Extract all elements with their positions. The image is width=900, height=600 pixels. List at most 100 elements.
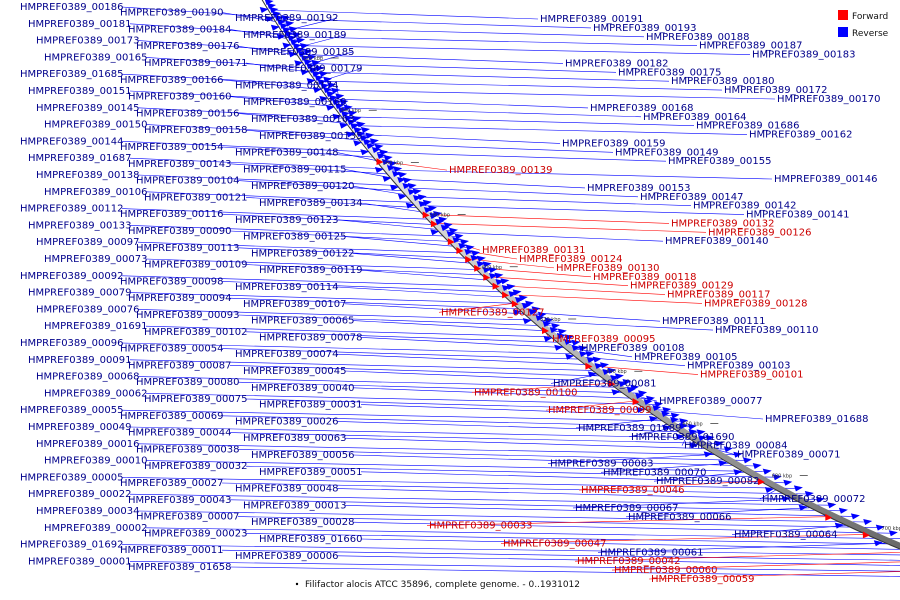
gene-label[interactable]: HMPREF0389_00160: [128, 92, 231, 103]
gene-label[interactable]: HMPREF0389_01660: [259, 534, 362, 545]
gene-label[interactable]: HMPREF0389_00022: [28, 489, 131, 500]
gene-label[interactable]: HMPREF0389_00114: [235, 282, 338, 293]
gene-label[interactable]: HMPREF0389_00125: [243, 232, 346, 243]
gene-label[interactable]: HMPREF0389_00141: [746, 210, 849, 221]
gene-label[interactable]: HMPREF0389_00069: [120, 411, 223, 422]
gene-label[interactable]: HMPREF0389_00163: [251, 114, 354, 125]
gene-label[interactable]: HMPREF0389_00090: [128, 226, 231, 237]
gene-label[interactable]: HMPREF0389_00108: [581, 343, 684, 354]
gene-label[interactable]: HMPREF0389_00184: [128, 24, 231, 35]
gene-label[interactable]: HMPREF0389_00112: [20, 204, 123, 215]
gene-label[interactable]: HMPREF0389_00093: [136, 310, 239, 321]
gene-label[interactable]: HMPREF0389_00011: [120, 545, 223, 556]
gene-label[interactable]: HMPREF0389_00103: [687, 361, 790, 372]
gene-label[interactable]: HMPREF0389_00138: [36, 170, 139, 181]
gene-label[interactable]: HMPREF0389_00064: [734, 530, 837, 541]
gene-label[interactable]: HMPREF0389_01689: [578, 423, 681, 434]
gene-label[interactable]: HMPREF0389_00107: [243, 299, 346, 310]
gene-label[interactable]: HMPREF0389_00189: [243, 30, 346, 41]
gene-label[interactable]: HMPREF0389_00027: [120, 478, 223, 489]
gene-label[interactable]: HMPREF0389_00174: [235, 80, 338, 91]
gene-label[interactable]: HMPREF0389_00132: [671, 218, 774, 229]
gene-label[interactable]: HMPREF0389_00147: [640, 192, 743, 203]
gene-label[interactable]: HMPREF0389_00101: [700, 370, 803, 381]
gene-label[interactable]: HMPREF0389_00056: [251, 450, 354, 461]
gene-label[interactable]: HMPREF0389_00188: [646, 32, 749, 43]
gene-label[interactable]: HMPREF0389_00186: [20, 2, 123, 13]
gene-label[interactable]: HMPREF0389_00006: [235, 551, 338, 562]
gene-label[interactable]: HMPREF0389_00175: [618, 67, 721, 78]
gene-label[interactable]: HMPREF0389_00105: [634, 352, 737, 363]
gene-label[interactable]: HMPREF0389_01687: [28, 153, 131, 164]
gene-label[interactable]: HMPREF0389_00028: [251, 517, 354, 528]
gene-label[interactable]: HMPREF0389_01691: [44, 321, 147, 332]
gene-label[interactable]: HMPREF0389_00127: [441, 307, 544, 318]
gene-label[interactable]: HMPREF0389_00115: [243, 164, 346, 175]
gene-label[interactable]: HMPREF0389_00055: [20, 405, 123, 416]
gene-label[interactable]: HMPREF0389_00155: [668, 156, 771, 167]
gene-label[interactable]: HMPREF0389_00098: [120, 276, 223, 287]
gene-label[interactable]: HMPREF0389_00116: [120, 209, 223, 220]
gene-label[interactable]: HMPREF0389_00066: [628, 512, 731, 523]
gene-label[interactable]: HMPREF0389_00043: [128, 495, 231, 506]
gene-label[interactable]: HMPREF0389_00034: [36, 506, 139, 517]
gene-label[interactable]: HMPREF0389_00168: [590, 103, 693, 114]
gene-label[interactable]: HMPREF0389_00134: [259, 198, 362, 209]
gene-label[interactable]: HMPREF0389_00104: [136, 176, 239, 187]
gene-label[interactable]: HMPREF0389_01688: [765, 414, 868, 425]
gene-label[interactable]: HMPREF0389_00149: [615, 147, 718, 158]
gene-label[interactable]: HMPREF0389_00087: [128, 360, 231, 371]
gene-label[interactable]: HMPREF0389_00023: [144, 528, 247, 539]
gene-label[interactable]: HMPREF0389_00170: [777, 94, 880, 105]
gene-label[interactable]: HMPREF0389_00073: [44, 254, 147, 265]
gene-label[interactable]: HMPREF0389_00005: [20, 472, 123, 483]
gene-label[interactable]: HMPREF0389_00097: [36, 237, 139, 248]
gene-label[interactable]: HMPREF0389_00128: [704, 298, 807, 309]
gene-label[interactable]: HMPREF0389_00133: [28, 220, 131, 231]
gene-label[interactable]: HMPREF0389_00164: [643, 112, 746, 123]
gene-label[interactable]: HMPREF0389_00001: [28, 556, 131, 567]
gene-label[interactable]: HMPREF0389_00013: [243, 500, 346, 511]
gene-label[interactable]: HMPREF0389_00118: [593, 272, 696, 283]
gene-label[interactable]: HMPREF0389_00129: [630, 281, 733, 292]
gene-label[interactable]: HMPREF0389_00179: [259, 64, 362, 75]
gene-label[interactable]: HMPREF0389_00191: [540, 14, 643, 25]
gene-label[interactable]: HMPREF0389_00002: [44, 523, 147, 534]
gene-label[interactable]: HMPREF0389_00091: [28, 355, 131, 366]
gene-label[interactable]: HMPREF0389_00148: [235, 148, 338, 159]
gene-label[interactable]: HMPREF0389_00146: [774, 174, 877, 185]
gene-label[interactable]: HMPREF0389_00117: [667, 290, 770, 301]
gene-label[interactable]: HMPREF0389_00126: [708, 227, 811, 238]
gene-label[interactable]: HMPREF0389_00038: [136, 444, 239, 455]
gene-label[interactable]: HMPREF0389_00187: [699, 41, 802, 52]
gene-label[interactable]: HMPREF0389_00047: [503, 538, 606, 549]
gene-label[interactable]: HMPREF0389_00142: [693, 201, 796, 212]
gene-label[interactable]: HMPREF0389_00111: [662, 316, 765, 327]
gene-label[interactable]: HMPREF0389_00119: [259, 265, 362, 276]
gene-label[interactable]: HMPREF0389_00032: [144, 461, 247, 472]
gene-label[interactable]: HMPREF0389_00054: [120, 344, 223, 355]
gene-label[interactable]: HMPREF0389_01692: [20, 540, 123, 551]
gene-label[interactable]: HMPREF0389_00079: [28, 288, 131, 299]
gene-label[interactable]: HMPREF0389_00092: [20, 271, 123, 282]
gene-label[interactable]: HMPREF0389_00183: [752, 50, 855, 61]
gene-label[interactable]: HMPREF0389_00192: [235, 13, 338, 24]
gene-label[interactable]: HMPREF0389_00143: [128, 159, 231, 170]
gene-label[interactable]: HMPREF0389_00113: [136, 243, 239, 254]
gene-label[interactable]: HMPREF0389_00180: [671, 76, 774, 87]
gene-label[interactable]: HMPREF0389_00068: [36, 372, 139, 383]
gene-label[interactable]: HMPREF0389_00181: [28, 19, 131, 30]
gene-label[interactable]: HMPREF0389_00094: [128, 293, 231, 304]
gene-label[interactable]: HMPREF0389_00049: [28, 422, 131, 433]
gene-label[interactable]: HMPREF0389_00153: [587, 183, 690, 194]
gene-label[interactable]: HMPREF0389_00042: [577, 556, 680, 567]
gene-label[interactable]: HMPREF0389_00124: [519, 254, 622, 265]
gene-label[interactable]: HMPREF0389_00173: [36, 36, 139, 47]
gene-label[interactable]: HMPREF0389_00165: [44, 52, 147, 63]
gene-label[interactable]: HMPREF0389_00171: [144, 58, 247, 69]
gene-label[interactable]: HMPREF0389_00082: [656, 476, 759, 487]
gene-label[interactable]: HMPREF0389_00144: [20, 136, 123, 147]
gene-label[interactable]: HMPREF0389_00162: [749, 130, 852, 141]
gene-label[interactable]: HMPREF0389_00026: [235, 416, 338, 427]
gene-label[interactable]: HMPREF0389_00081: [553, 378, 656, 389]
